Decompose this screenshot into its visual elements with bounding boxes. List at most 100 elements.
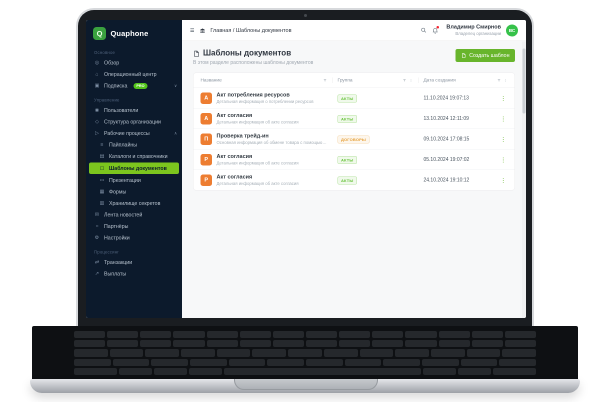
sidebar-item-label: Пользователи — [104, 107, 139, 114]
menu-toggle-icon[interactable]: ≡ — [190, 26, 195, 35]
table-row[interactable]: А Акт согласия Детальная информация об акт… — [193, 109, 515, 129]
sidebar-item-pipelines[interactable]: ≡ Пайплайны — [86, 139, 182, 151]
keyboard-key — [267, 358, 305, 366]
sidebar-item-document-templates[interactable]: ▢ Шаблоны документов — [89, 162, 179, 174]
group-badge: АКТЫ — [337, 115, 357, 124]
keyboard-key — [405, 331, 437, 339]
keyboard-key — [344, 358, 382, 366]
sort-icon[interactable] — [504, 78, 508, 82]
sidebar-item-catalogs[interactable]: ▤ Каталоги и справочники — [86, 151, 182, 163]
card-icon: ▣ — [94, 83, 100, 89]
sidebar-nav: Основное ◎ Обзор ⌂ Операционный центр ▣ Подпис… — [86, 44, 182, 280]
laptop-trackpad — [234, 379, 378, 390]
sidebar-item-overview[interactable]: ◎ Обзор — [86, 57, 182, 69]
row-menu-icon[interactable]: ⋮ — [500, 114, 507, 123]
created-date: 05.10.2024 19:07:02 — [423, 156, 470, 163]
group-badge: АКТЫ — [337, 176, 357, 185]
template-letter-icon: А — [200, 92, 212, 104]
sidebar-item-payouts[interactable]: ↗ Выплаты — [86, 268, 182, 280]
sidebar-item-label: Рабочие процессы — [104, 130, 150, 137]
group-badge: АКТЫ — [337, 156, 357, 165]
sidebar-item-label: Операционный центр — [104, 71, 157, 78]
table-row[interactable]: Р Акт согласия Детальная информация об акт… — [193, 150, 515, 170]
row-menu-icon[interactable]: ⋮ — [500, 94, 507, 102]
page-subtitle: В этом разделе расположены шаблоны докум… — [193, 60, 314, 66]
sidebar-item-workflows[interactable]: ▷ Рабочие процессы ∧ — [86, 128, 182, 140]
notification-dot — [436, 26, 439, 29]
keyboard-key — [206, 331, 238, 339]
create-template-button[interactable]: Создать шаблон — [455, 49, 515, 62]
scrollbar[interactable] — [522, 41, 526, 318]
row-name-cell: Р Акт согласия Детальная информация об акт… — [200, 154, 333, 166]
laptop-screen: Q Quaphone Основное ◎ Обзор ⌂ Операционный ц… — [76, 8, 534, 326]
user-info[interactable]: Владимир Смирнов Владелец организации — [446, 24, 501, 36]
row-name-cell: Р Акт согласия Детальная информация об акт… — [200, 174, 333, 186]
keyboard-key — [372, 331, 404, 339]
table-row[interactable]: Р Акт согласия Детальная информация об акт… — [194, 170, 515, 190]
laptop-keyboard — [74, 331, 537, 376]
sidebar-section-label: Управление — [94, 97, 120, 103]
filter-icon[interactable] — [323, 78, 327, 82]
table-row[interactable]: П Проверка трейд-ин Основная информация об… — [193, 129, 515, 150]
keyboard-key — [145, 349, 180, 357]
keyboard-key — [438, 340, 470, 348]
group-badge: АКТЫ — [337, 94, 357, 103]
sidebar-item-org-structure[interactable]: ◇ Структура организации — [86, 116, 182, 128]
sidebar-item-settings[interactable]: ⚙ Настройки — [86, 232, 182, 244]
keyboard-key — [112, 358, 150, 366]
sidebar-item-label: Обзор — [104, 59, 120, 66]
keyboard-key — [405, 340, 437, 348]
main-area: ≡ Главная / Шаблоны документов — [182, 20, 526, 318]
created-date: 09.10.2024 17:08:15 — [423, 136, 470, 142]
scrollbar-thumb[interactable] — [522, 48, 526, 114]
keyboard-key — [181, 349, 215, 357]
filter-icon[interactable] — [402, 78, 406, 82]
chevron-up-icon: ∧ — [174, 131, 177, 136]
table-row[interactable]: А Акт потребления ресурсов Детальная инфор… — [193, 88, 515, 109]
app-logo[interactable]: Q Quaphone — [86, 26, 182, 44]
avatar[interactable]: ВС — [506, 24, 518, 37]
sidebar-item-presentations[interactable]: ▭ Презентации — [86, 175, 182, 187]
row-date-cell: 13.10.2024 12:11:09 ⋮ — [418, 115, 507, 122]
sidebar-item-label: Партнёры — [104, 223, 129, 230]
keyboard-key — [107, 331, 139, 339]
row-name-cell: А Акт согласия Детальная информация об акт… — [200, 113, 333, 125]
sidebar-item-label: Хранилище секретов — [109, 200, 161, 207]
template-title: Проверка трейд-ин — [216, 133, 269, 139]
users-icon: ◉ — [94, 107, 100, 114]
sidebar-item-label: Лента новостей — [104, 211, 143, 218]
sidebar-item-operations-center[interactable]: ⌂ Операционный центр — [86, 69, 182, 81]
sort-icon[interactable] — [409, 78, 413, 82]
row-menu-icon[interactable]: ⋮ — [500, 155, 507, 164]
sidebar-item-subscription[interactable]: ▣ Подписка PRO ∨ — [86, 80, 182, 92]
keyboard-key — [504, 340, 536, 348]
keyboard-key — [107, 340, 139, 348]
presentation-icon: ▭ — [99, 177, 105, 184]
keyboard-key — [228, 358, 266, 366]
keyboard-spacebar — [223, 367, 422, 376]
workflow-icon: ▷ — [95, 130, 99, 137]
column-group: Группа — [337, 77, 353, 84]
row-group-cell: АКТЫ — [333, 114, 419, 124]
row-menu-icon[interactable]: ⋮ — [500, 135, 507, 143]
row-group-cell: АКТЫ — [333, 93, 419, 103]
row-name-cell: П Проверка трейд-ин Основная информация об… — [200, 133, 333, 145]
sidebar-item-users[interactable]: ◉ Пользователи — [86, 105, 182, 117]
filter-icon[interactable] — [497, 78, 501, 82]
group-badge: ДОГОВОРЫ — [337, 135, 370, 144]
row-menu-icon[interactable]: ⋮ — [500, 176, 507, 184]
notifications-bell-icon[interactable] — [432, 26, 439, 34]
keyboard-key — [458, 367, 492, 376]
sidebar-item-forms[interactable]: ▦ Формы — [86, 186, 182, 198]
sidebar-section-label: Основное — [94, 50, 116, 55]
sidebar-item-secrets-storage[interactable]: ▥ Хранилище секретов — [86, 198, 182, 210]
search-icon[interactable] — [420, 27, 427, 34]
sidebar-item-label: Пайплайны — [109, 141, 138, 148]
sidebar-item-news-feed[interactable]: ✉ Лента новостей — [86, 209, 182, 221]
page-header: Шаблоны документов В этом разделе распол… — [193, 49, 515, 66]
sidebar-item-transactions[interactable]: ⇄ Транзакции — [86, 257, 182, 269]
sidebar-item-partners[interactable]: ○ Партнёры — [86, 221, 182, 233]
template-title: Акт потребления ресурсов — [216, 92, 290, 98]
gear-icon: ⚙ — [94, 235, 100, 241]
